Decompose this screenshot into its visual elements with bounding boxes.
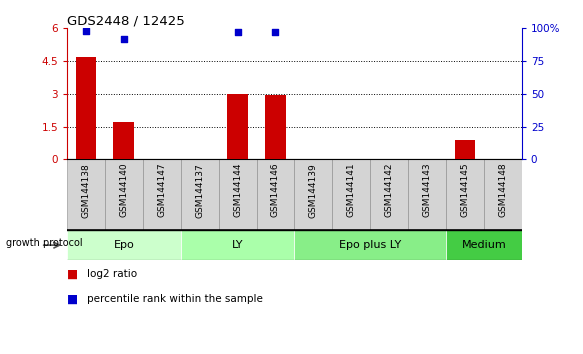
Bar	[370, 159, 408, 230]
Bar	[219, 159, 257, 230]
Text: GSM144143: GSM144143	[423, 163, 431, 217]
Bar	[446, 159, 484, 230]
Bar	[265, 95, 286, 159]
Bar	[408, 159, 446, 230]
Point	[271, 29, 280, 35]
Text: percentile rank within the sample: percentile rank within the sample	[87, 294, 264, 304]
Text: GSM144146: GSM144146	[271, 163, 280, 217]
Text: Epo: Epo	[114, 240, 134, 250]
Text: GSM144138: GSM144138	[82, 163, 90, 218]
Text: GSM144145: GSM144145	[461, 163, 469, 217]
Bar	[76, 57, 96, 159]
Bar	[105, 159, 143, 230]
Point	[233, 29, 243, 35]
Bar	[455, 139, 475, 159]
Bar	[257, 159, 294, 230]
Text: GSM144139: GSM144139	[309, 163, 318, 218]
Point	[82, 28, 91, 34]
Text: ■: ■	[67, 293, 78, 306]
Bar	[227, 94, 248, 159]
Bar	[143, 159, 181, 230]
Text: LY: LY	[232, 240, 243, 250]
Bar	[181, 159, 219, 230]
Text: Epo plus LY: Epo plus LY	[339, 240, 401, 250]
Text: GDS2448 / 12425: GDS2448 / 12425	[67, 14, 185, 27]
Text: Medium: Medium	[462, 240, 506, 250]
Text: GSM144140: GSM144140	[120, 163, 128, 217]
Text: GSM144148: GSM144148	[498, 163, 507, 217]
Bar	[294, 159, 332, 230]
Text: GSM144144: GSM144144	[233, 163, 242, 217]
Text: GSM144147: GSM144147	[157, 163, 166, 217]
Text: log2 ratio: log2 ratio	[87, 269, 138, 279]
Bar	[294, 230, 446, 260]
Bar	[67, 159, 105, 230]
Text: GSM144142: GSM144142	[385, 163, 394, 217]
Text: ■: ■	[67, 268, 78, 281]
Point	[119, 36, 128, 42]
Bar	[181, 230, 294, 260]
Bar	[484, 159, 522, 230]
Bar	[67, 230, 181, 260]
Text: GSM144141: GSM144141	[347, 163, 356, 217]
Text: GSM144137: GSM144137	[195, 163, 204, 218]
Bar	[332, 159, 370, 230]
Bar	[446, 230, 522, 260]
Text: growth protocol: growth protocol	[6, 238, 82, 249]
Bar	[114, 122, 134, 159]
